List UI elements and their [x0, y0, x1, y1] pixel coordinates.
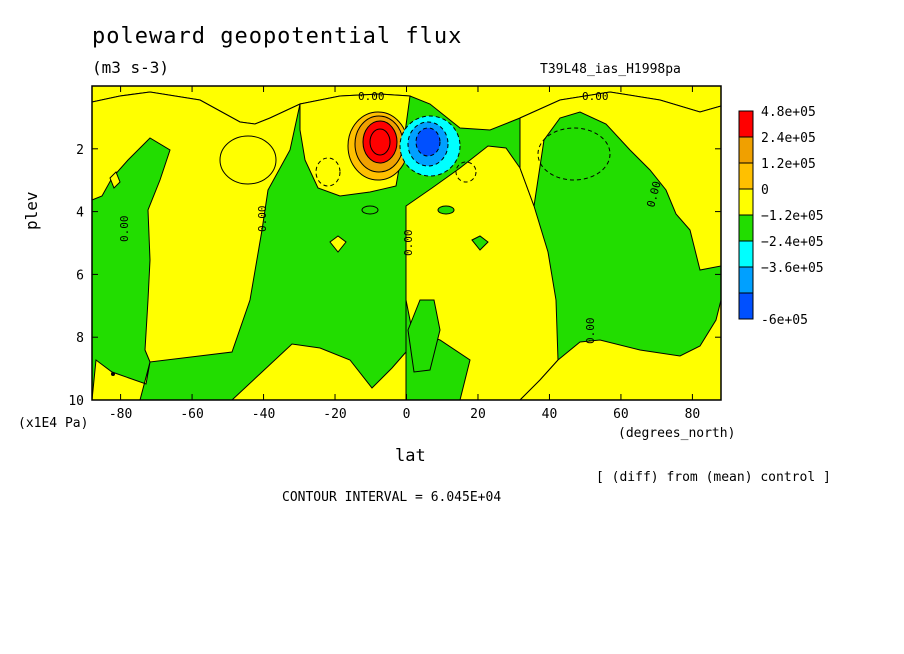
x-tick-label: 60: [613, 407, 629, 422]
colorbar-swatch: [738, 266, 754, 294]
colorbar-label: -6e+05: [761, 313, 808, 328]
field-positive-core-max: [362, 120, 398, 164]
y-tick-label: 4: [76, 206, 84, 221]
x-tick-label: -20: [323, 407, 346, 422]
colorbar-swatch: [738, 136, 754, 164]
field-positive-north-bottom: [518, 299, 722, 401]
contour-label: 0.00: [582, 90, 609, 103]
x-axis-label: lat: [395, 446, 426, 466]
y-axis-units: (x1E4 Pa): [18, 416, 89, 431]
y-tick-label: 10: [68, 394, 84, 409]
x-tick-label: -40: [252, 407, 275, 422]
field-negative-islet-2: [437, 205, 455, 215]
field-positive-left: [91, 91, 301, 363]
colorbar-swatch: [738, 240, 754, 268]
colorbar-label: −2.4e+05: [761, 235, 824, 250]
x-tick-label: 80: [685, 407, 701, 422]
contour-label: 0.00: [358, 90, 385, 103]
chart-title: poleward geopotential flux: [92, 24, 463, 49]
contour-dashed-south: [315, 157, 341, 187]
colorbar-swatch: [738, 162, 754, 190]
contour-positive-inner: [369, 128, 391, 156]
field-negative-islet-3: [471, 235, 489, 251]
colorbar-label: −3.6e+05: [761, 261, 824, 276]
field-positive-north-upper: [519, 91, 722, 271]
comparison-note: [ (diff) from (mean) control ]: [596, 470, 831, 485]
colorbar: 4.8e+05 2.4e+05 1.2e+05 0 −1.2e+05 −2.4e+05 −3…: [738, 105, 824, 328]
colorbar-swatch: [738, 110, 754, 138]
x-axis-units: (degrees_north): [618, 426, 736, 441]
colorbar-label: 0: [761, 183, 769, 198]
x-tick-label: 40: [542, 407, 558, 422]
x-axis: -80 -60 -40 -20 0 20 40 60 80: [109, 86, 700, 422]
run-id: T39L48_ias_H1998pa: [540, 62, 681, 77]
contour-label: 0.00: [118, 216, 131, 243]
field-negative-islet-1: [361, 205, 379, 215]
x-tick-label: -60: [180, 407, 203, 422]
field-positive-islet-1: [329, 235, 347, 253]
field-positive-islet-2: [109, 171, 121, 189]
colorbar-label: 2.4e+05: [761, 131, 816, 146]
x-tick-label: -80: [109, 407, 132, 422]
contour-label: 0.00: [402, 230, 415, 257]
plot-area: [91, 85, 722, 401]
y-axis: 2 4 6 8 10: [68, 143, 721, 409]
colorbar-label: −1.2e+05: [761, 209, 824, 224]
y-tick-label: 2: [76, 143, 84, 158]
colorbar-label: 4.8e+05: [761, 105, 816, 120]
contour-label: 0.00: [584, 318, 597, 345]
y-tick-label: 6: [76, 268, 84, 283]
contour-label: 0.00: [256, 206, 269, 233]
x-tick-label: 0: [403, 407, 411, 422]
y-tick-label: 8: [76, 331, 84, 346]
chart-units: (m3 s-3): [92, 58, 170, 77]
contour-positive-south: [219, 135, 277, 185]
colorbar-swatch: [738, 214, 754, 242]
contour-interval: CONTOUR INTERVAL = 6.045E+04: [282, 490, 502, 505]
colorbar-swatch: [738, 188, 754, 216]
contour-dashed-north: [537, 127, 611, 181]
contour-dashed-center: [455, 161, 477, 183]
colorbar-label: 1.2e+05: [761, 157, 816, 172]
field-negative-core-min: [415, 127, 441, 157]
colorbar-swatch: [738, 292, 754, 320]
x-tick-label: 20: [470, 407, 486, 422]
contour-dot: [111, 372, 115, 376]
field-negative-islet-4: [407, 299, 441, 373]
